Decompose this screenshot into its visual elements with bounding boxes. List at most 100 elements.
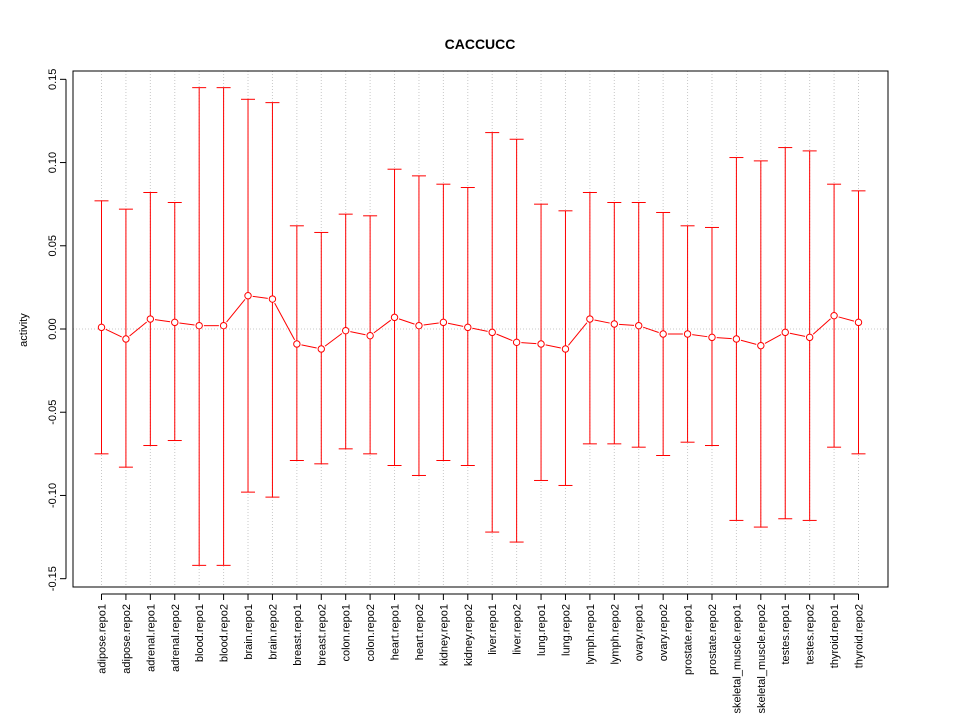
- x-tick-label: prostate.repo1: [683, 604, 695, 675]
- x-tick-label: testes.repo1: [780, 604, 792, 665]
- x-tick-label: heart.repo1: [390, 604, 402, 660]
- y-tick-label: -0.10: [47, 483, 59, 508]
- chart-title: CACCUCC: [445, 36, 516, 52]
- data-point: [488, 328, 496, 337]
- data-point: [219, 321, 228, 330]
- points: [97, 292, 863, 353]
- series-line-segment: [105, 328, 122, 338]
- series-line-segment: [643, 326, 659, 333]
- data-point: [757, 341, 765, 350]
- series-line-segment: [594, 319, 610, 324]
- data-point: [146, 315, 155, 323]
- series-line-segment: [226, 299, 246, 323]
- x-tick-label: ovary.repo2: [658, 604, 670, 661]
- data-point: [122, 335, 130, 343]
- series-line-segment: [423, 322, 439, 326]
- x-tick-label: blood.repo2: [219, 604, 231, 662]
- series-line-segment: [838, 316, 855, 322]
- series-line-segment: [568, 322, 588, 346]
- y-axis: -0.15 -0.10 -0.05 0.00 0.05 0.10 0.15: [47, 69, 67, 591]
- x-tick-label: liver.repo2: [512, 604, 524, 655]
- y-tick-label: 0.10: [47, 152, 59, 173]
- error-bars: [94, 87, 866, 566]
- x-tick-label: testes.repo2: [805, 604, 817, 665]
- x-tick-label: breast.repo2: [316, 604, 328, 666]
- series-line-segment: [301, 344, 317, 349]
- x-tick-label: skeletal_muscle.repo2: [756, 604, 768, 713]
- x-tick-label: kidney.repo1: [438, 604, 450, 666]
- x-tick-label: liver.repo1: [487, 604, 499, 655]
- series-line-segment: [274, 302, 296, 341]
- data-point: [195, 321, 203, 330]
- series-line-segment: [812, 318, 831, 335]
- data-point: [732, 335, 741, 343]
- series-line-segment: [324, 333, 343, 347]
- x-tick-label: adipose.repo1: [97, 604, 109, 674]
- series-line-segment: [496, 333, 513, 341]
- y-tick-label: 0.00: [47, 318, 59, 339]
- x-tick-label: blood.repo1: [194, 604, 206, 662]
- x-tick-label: ovary.repo1: [634, 604, 646, 661]
- data-point: [268, 295, 277, 303]
- data-point: [244, 292, 252, 300]
- data-point: [586, 315, 594, 323]
- data-point: [781, 328, 789, 337]
- series-line-segment: [398, 318, 415, 325]
- data-point: [610, 320, 619, 328]
- x-tick-label: lung.repo1: [536, 604, 548, 656]
- grid: [73, 71, 888, 587]
- series-line-segment: [252, 295, 268, 299]
- data-point: [537, 340, 545, 348]
- data-point: [317, 345, 325, 353]
- data-point: [171, 318, 179, 327]
- data-point: [464, 323, 472, 332]
- series-line-layer: [105, 295, 855, 349]
- data-point: [341, 326, 350, 335]
- series-line-segment: [521, 342, 537, 345]
- x-tick-label: colon.repo1: [341, 604, 353, 662]
- x-tick-label: lymph.repo1: [585, 604, 597, 665]
- x-tick-label: thyroid.repo1: [829, 604, 841, 668]
- x-tick-label: lymph.repo2: [609, 604, 621, 665]
- x-tick-label: prostate.repo2: [707, 604, 719, 675]
- x-axis: adipose.repo1 adipose.repo2 adrenal.repo1 a…: [97, 593, 866, 713]
- series-line-segment: [129, 321, 148, 337]
- plot-frame: [72, 70, 889, 588]
- series-line-segment: [545, 344, 561, 349]
- series-line-segment: [179, 322, 195, 326]
- y-axis-label: activity: [18, 313, 30, 347]
- x-tick-label: kidney.repo2: [463, 604, 475, 666]
- data-point: [97, 323, 106, 332]
- y-tick-label: 0.15: [47, 69, 59, 90]
- data-point: [830, 311, 838, 320]
- data-point: [439, 318, 448, 327]
- y-tick-label: -0.05: [47, 400, 59, 425]
- data-point: [293, 340, 301, 348]
- data-point: [635, 321, 643, 330]
- data-point: [659, 330, 667, 338]
- data-point: [683, 330, 692, 338]
- series-line-segment: [618, 323, 635, 326]
- data-point: [415, 321, 423, 330]
- x-tick-label: heart.repo2: [414, 604, 426, 660]
- x-tick-label: adipose.repo2: [121, 604, 133, 674]
- series-line-segment: [154, 319, 171, 323]
- data-point: [366, 331, 374, 340]
- series-line-segment: [716, 337, 732, 340]
- x-tick-label: breast.repo1: [292, 604, 304, 666]
- data-point: [390, 313, 399, 322]
- series-line-segment: [692, 334, 708, 338]
- series-line-segment: [789, 332, 806, 337]
- x-tick-label: lung.repo2: [560, 604, 572, 656]
- y-tick-label: 0.05: [47, 235, 59, 256]
- x-tick-label: thyroid.repo2: [854, 604, 866, 668]
- data-point: [854, 318, 863, 327]
- series-line-segment: [350, 331, 366, 336]
- series-line-segment: [472, 327, 488, 332]
- x-tick-label: adrenal.repo1: [145, 604, 157, 672]
- series-line-segment: [447, 322, 464, 327]
- x-tick-label: colon.repo2: [365, 604, 377, 662]
- series-line-segment: [740, 339, 757, 345]
- data-point: [805, 333, 814, 342]
